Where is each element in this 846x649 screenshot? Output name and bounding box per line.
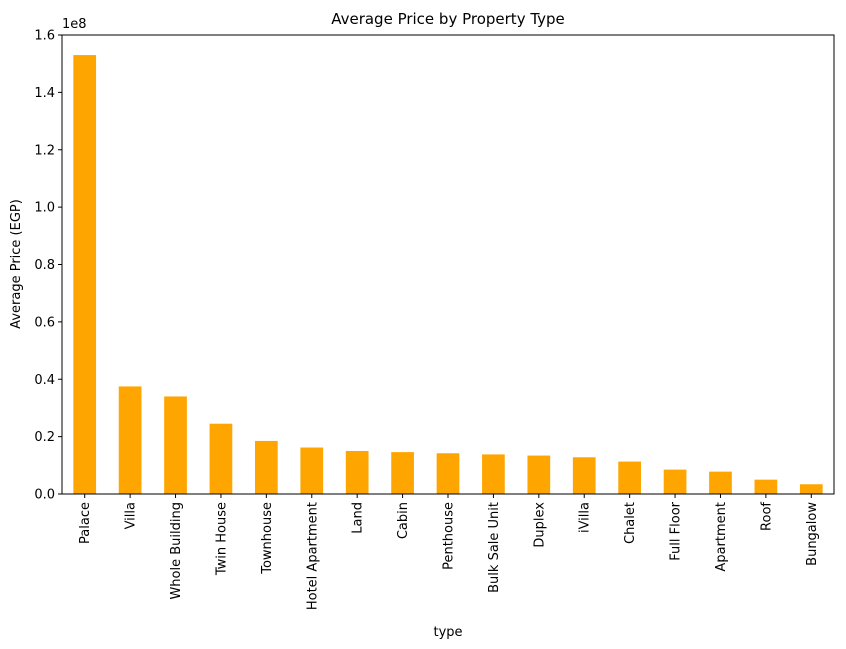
bar-chalet xyxy=(618,461,641,494)
bar-twin-house xyxy=(209,423,233,494)
x-tick-label: Penthouse xyxy=(442,502,457,570)
x-tick-label: Villa xyxy=(124,502,139,529)
plot-frame xyxy=(61,34,835,495)
x-tick-label: Full Floor xyxy=(669,501,684,560)
bar-penthouse xyxy=(436,453,460,494)
bar-hotel-apartment xyxy=(300,447,324,494)
x-tick-label: iVilla xyxy=(578,502,593,533)
bar-roof xyxy=(754,479,778,494)
bars xyxy=(73,55,823,495)
bar-whole-building xyxy=(164,396,187,494)
x-tick-label: Roof xyxy=(759,502,774,531)
x-tick-label: Bulk Sale Unit xyxy=(487,502,502,593)
x-tick-label: Chalet xyxy=(623,502,638,544)
y-tick-label: 0.8 xyxy=(34,258,55,273)
bar-land xyxy=(345,450,369,494)
x-axis-title: type xyxy=(433,625,462,640)
y-tick-label: 1.0 xyxy=(34,201,55,216)
y-tick-label: 1.4 xyxy=(34,86,55,101)
chart-title: Average Price by Property Type xyxy=(331,10,565,28)
y-tick-label: 1.2 xyxy=(34,143,55,158)
y-tick-label: 0.4 xyxy=(34,373,55,388)
y-tick-label: 0.2 xyxy=(34,430,55,445)
x-tick-label: Bungalow xyxy=(805,502,820,566)
x-tick-label: Cabin xyxy=(396,502,411,539)
y-axis-title: Average Price (EGP) xyxy=(9,199,24,329)
x-tick-label: Whole Building xyxy=(169,502,184,600)
bar-apartment xyxy=(709,471,732,494)
bar-ivilla xyxy=(572,457,596,494)
x-tick-label: Hotel Apartment xyxy=(305,502,320,610)
x-axis: Palace Villa Whole Building Twin House Townh… xyxy=(78,494,820,610)
x-tick-label: Land xyxy=(351,502,366,534)
x-tick-label: Apartment xyxy=(714,502,729,572)
y-tick-label: 0.0 xyxy=(34,488,55,503)
x-tick-label: Townhouse xyxy=(260,502,275,575)
x-tick-label: Twin House xyxy=(214,502,229,576)
bar-cabin xyxy=(391,452,414,494)
y-offset-label: 1e8 xyxy=(62,17,87,32)
y-tick-label: 0.6 xyxy=(34,315,55,330)
y-tick-label: 1.6 xyxy=(34,29,55,44)
bar-bulk-sale-unit xyxy=(482,454,505,494)
bar-full-floor xyxy=(663,469,687,494)
y-axis: 0.0 0.2 0.4 0.6 0.8 1.0 1.2 1.4 1.6 xyxy=(34,29,62,503)
x-tick-label: Palace xyxy=(78,502,93,544)
bar-duplex xyxy=(527,455,551,494)
x-tick-label: Duplex xyxy=(532,502,547,548)
bar-villa xyxy=(118,386,142,494)
bar-townhouse xyxy=(255,440,278,494)
bar-bungalow xyxy=(799,484,823,494)
bar-palace xyxy=(73,55,97,495)
